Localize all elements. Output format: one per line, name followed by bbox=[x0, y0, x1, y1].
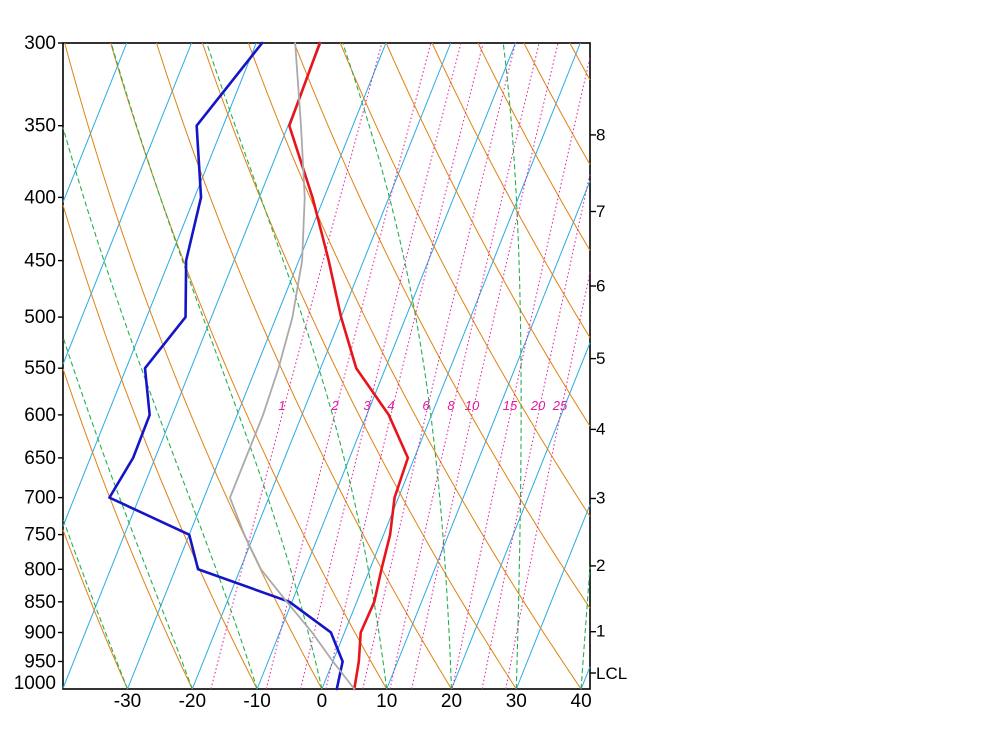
svg-text:6: 6 bbox=[596, 276, 605, 295]
svg-text:1: 1 bbox=[596, 622, 605, 641]
svg-text:500: 500 bbox=[24, 307, 56, 328]
svg-text:8: 8 bbox=[447, 398, 455, 413]
svg-text:300: 300 bbox=[24, 33, 56, 54]
svg-text:950: 950 bbox=[24, 652, 56, 673]
svg-text:10: 10 bbox=[465, 398, 480, 413]
svg-text:10: 10 bbox=[376, 691, 397, 712]
svg-text:700: 700 bbox=[24, 488, 56, 509]
svg-text:20: 20 bbox=[530, 398, 546, 413]
svg-text:25: 25 bbox=[552, 398, 568, 413]
svg-text:400: 400 bbox=[24, 187, 56, 208]
svg-text:8: 8 bbox=[596, 126, 605, 145]
svg-text:600: 600 bbox=[24, 405, 56, 426]
svg-text:650: 650 bbox=[24, 448, 56, 469]
svg-text:30: 30 bbox=[506, 691, 527, 712]
svg-text:-10: -10 bbox=[243, 691, 270, 712]
svg-text:550: 550 bbox=[24, 358, 56, 379]
svg-text:5: 5 bbox=[596, 349, 605, 368]
svg-text:1: 1 bbox=[278, 398, 285, 413]
svg-text:2: 2 bbox=[596, 556, 605, 575]
svg-text:350: 350 bbox=[24, 116, 56, 137]
svg-text:LCL: LCL bbox=[596, 664, 627, 683]
svg-text:-20: -20 bbox=[179, 691, 206, 712]
svg-text:-30: -30 bbox=[114, 691, 141, 712]
svg-text:850: 850 bbox=[24, 592, 56, 613]
svg-text:7: 7 bbox=[596, 202, 605, 221]
svg-text:6: 6 bbox=[422, 398, 430, 413]
svg-text:800: 800 bbox=[24, 559, 56, 580]
svg-text:1000: 1000 bbox=[14, 673, 56, 694]
svg-text:900: 900 bbox=[24, 623, 56, 644]
svg-text:0: 0 bbox=[317, 691, 328, 712]
svg-text:3: 3 bbox=[363, 398, 371, 413]
svg-text:750: 750 bbox=[24, 525, 56, 546]
svg-text:20: 20 bbox=[441, 691, 462, 712]
svg-text:15: 15 bbox=[503, 398, 518, 413]
svg-text:450: 450 bbox=[24, 251, 56, 272]
svg-text:4: 4 bbox=[387, 398, 394, 413]
svg-text:3: 3 bbox=[596, 489, 605, 508]
svg-text:40: 40 bbox=[571, 691, 592, 712]
svg-text:2: 2 bbox=[330, 398, 339, 413]
svg-text:4: 4 bbox=[596, 420, 605, 439]
